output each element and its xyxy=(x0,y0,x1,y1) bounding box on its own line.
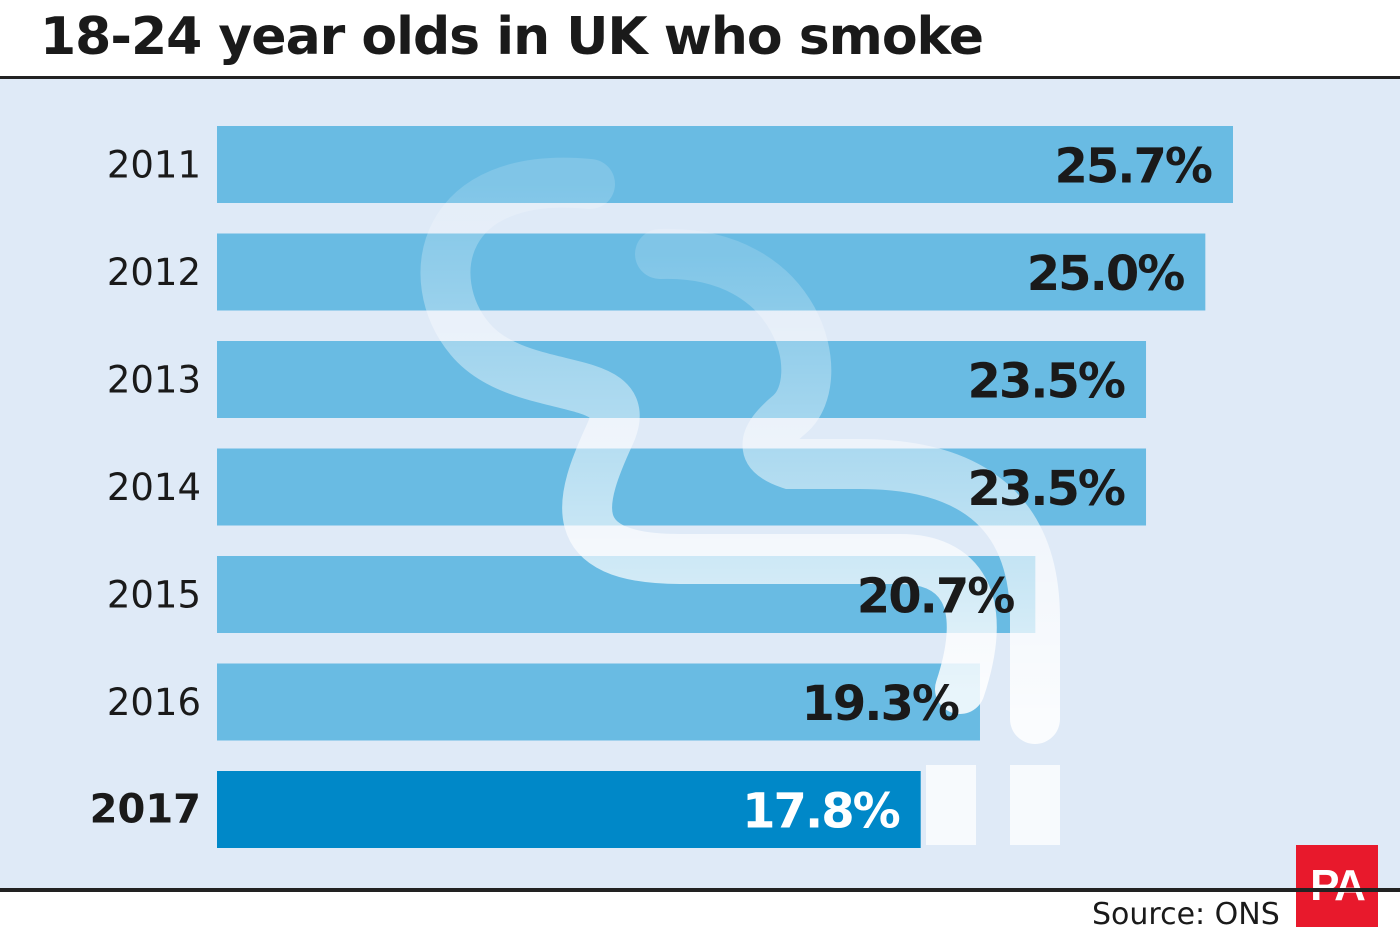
category-label-2016: 2016 xyxy=(107,681,201,724)
top-rule xyxy=(0,76,1400,79)
value-label-2017: 17.8% xyxy=(742,784,899,840)
cigarette-smoke-watermark xyxy=(420,157,1060,744)
value-label-2012: 25.0% xyxy=(1027,246,1184,302)
value-label-2014: 23.5% xyxy=(967,461,1124,517)
value-label-2015: 20.7% xyxy=(857,569,1014,625)
bar-2017 xyxy=(217,771,921,848)
chart-panel: 2011 25.7% 2012 25.0% 2013 23.5% 2014 23.5% 2015… xyxy=(0,79,1400,932)
category-label-2012: 2012 xyxy=(107,251,201,294)
bar-2016 xyxy=(217,663,980,741)
category-label-2017: 2017 xyxy=(90,787,201,833)
bar-2011 xyxy=(217,126,1233,203)
value-label-2013: 23.5% xyxy=(967,354,1124,410)
bottom-rule xyxy=(0,888,1400,892)
source-note: Source: ONS xyxy=(1092,897,1280,932)
cigarette-watermark xyxy=(926,765,1060,845)
category-label-2011: 2011 xyxy=(107,144,201,187)
value-label-2011: 25.7% xyxy=(1054,139,1211,195)
pa-logo: PA xyxy=(1296,845,1378,927)
category-label-2013: 2013 xyxy=(107,359,201,402)
category-label-2014: 2014 xyxy=(107,466,201,509)
category-label-2015: 2015 xyxy=(107,574,201,617)
chart-title: 18-24 year olds in UK who smoke xyxy=(40,7,984,67)
bar-2013 xyxy=(217,341,1147,418)
value-label-2016: 19.3% xyxy=(801,676,958,732)
bar-chart: 2011 25.7% 2012 25.0% 2013 23.5% 2014 23.5% 2015… xyxy=(90,126,1233,848)
